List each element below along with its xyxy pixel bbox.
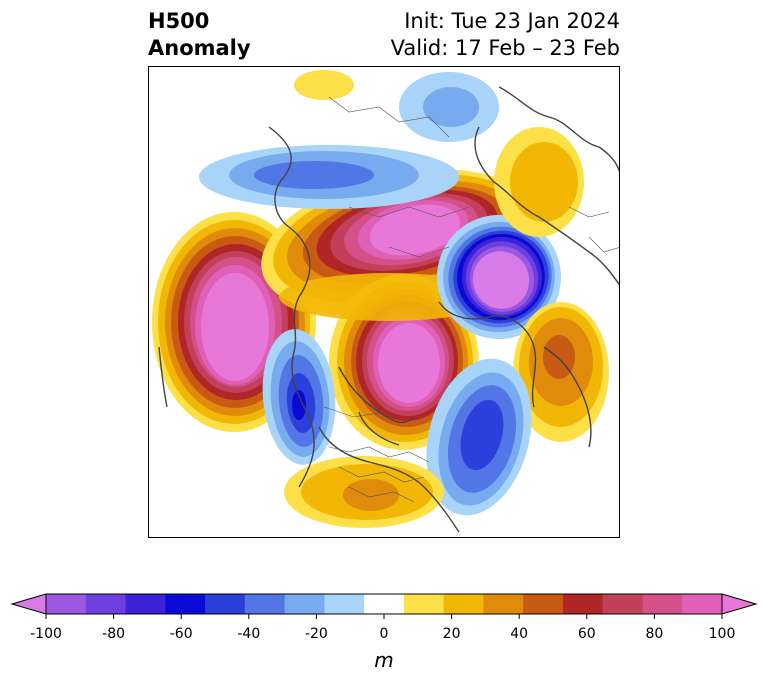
colorbar-unit-label: m: [374, 648, 394, 672]
colorbar-segment: [125, 594, 166, 614]
map-svg: [149, 67, 619, 537]
colorbar-segment: [443, 594, 484, 614]
colorbar-segment: [602, 594, 643, 614]
borders: [323, 96, 619, 503]
colorbar-segment: [165, 594, 206, 614]
arctic-trough-inner: [254, 161, 374, 189]
colorbar-segment: [85, 594, 127, 614]
colorbar-ticks: [45, 614, 723, 619]
colorbar-segment: [364, 594, 405, 614]
title-field: Anomaly: [148, 36, 251, 60]
colorbar-segment: [46, 594, 87, 614]
atlantic-trough: [426, 358, 532, 516]
colorbar-tick-label: 100: [708, 626, 736, 642]
colorbar-tick-label: -40: [237, 626, 261, 642]
colorbar-segment: [523, 594, 564, 614]
north-ridge: [294, 70, 354, 100]
colorbar-max-arrow: [721, 593, 758, 615]
colorbar-min-arrow: [10, 593, 47, 615]
colorbar-tick-label: 60: [577, 626, 596, 642]
colorbar-segment: [205, 594, 246, 614]
colorbar-segment: [483, 594, 524, 614]
valid-range: Valid: 17 Feb – 23 Feb: [390, 36, 620, 60]
colorbar-segment: [244, 594, 286, 614]
colorbar-tick-label: -80: [102, 626, 126, 642]
colorbar-segment: [284, 594, 325, 614]
colorbar-tick-label: -100: [30, 626, 62, 642]
colorbar-tick-label: 0: [379, 626, 389, 642]
colorbar-segments: [46, 594, 723, 614]
colorbar-tick-label: -60: [169, 626, 193, 642]
colorbar-tick-label: -20: [304, 626, 328, 642]
east-us-ridge: [284, 456, 444, 528]
colorbar-segment: [403, 594, 445, 614]
colorbar-tick-label: 20: [442, 626, 461, 642]
central-asia-ridge: [494, 127, 584, 237]
anomaly-field: [152, 70, 609, 528]
anomaly-map: [148, 66, 620, 538]
title-left: H500 Anomaly: [148, 8, 251, 62]
title-variable: H500: [148, 9, 210, 33]
colorbar-segment: [324, 594, 365, 614]
colorbar-segment: [682, 594, 723, 614]
init-date: Init: Tue 23 Jan 2024: [404, 9, 620, 33]
european-trough: [437, 215, 561, 339]
colorbar: [10, 593, 758, 619]
colorbar-tick-label: 40: [510, 626, 529, 642]
title-right: Init: Tue 23 Jan 2024 Valid: 17 Feb – 23…: [391, 8, 620, 62]
coastlines: [158, 86, 619, 533]
colorbar-segment: [642, 594, 683, 614]
north-trough-inner: [423, 87, 479, 127]
colorbar-segment: [562, 594, 604, 614]
colorbar-tick-label: 80: [645, 626, 664, 642]
